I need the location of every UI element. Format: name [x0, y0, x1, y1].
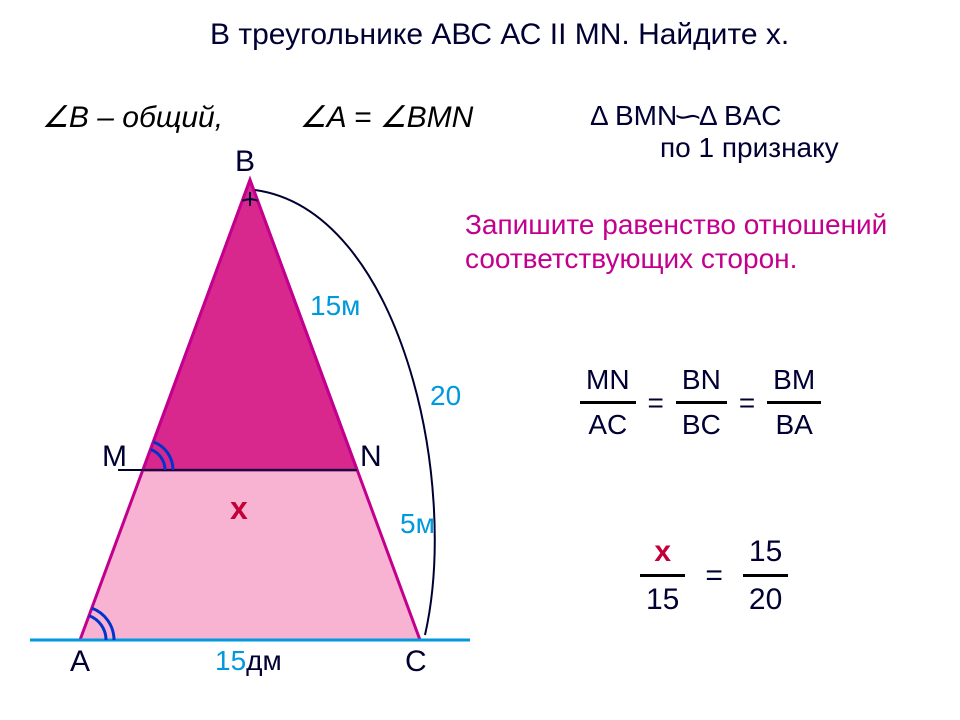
- angle-a-equals: ∠A = ∠BMN: [300, 101, 474, 134]
- label-a: A: [70, 645, 90, 679]
- solve-equation: x15 = 1520: [640, 532, 788, 619]
- label-nc-5m: 5м: [400, 508, 435, 540]
- fraction-bn-bc: BNBC: [676, 362, 727, 444]
- label-m: M: [102, 440, 127, 474]
- problem-statement: В треугольнике АВС АС II MN. Найдите х.: [210, 18, 789, 52]
- label-bn-15m: 15м: [310, 290, 360, 322]
- label-c: C: [405, 645, 427, 679]
- fraction-15-20: 1520: [743, 532, 788, 619]
- angle-b-common: ∠B – общий,: [42, 101, 223, 134]
- fraction-bm-ba: BMBA: [767, 362, 821, 444]
- given-angles: ∠B – общий, ∠A = ∠BMN: [42, 100, 473, 135]
- label-b: B: [235, 145, 255, 179]
- label-ac-15dm: 15дм: [215, 645, 282, 677]
- similarity-statement: Δ BMN∽Δ BAC: [590, 100, 782, 132]
- triangle-diagram: B A C M N 15м 5м 20 15дм x: [30, 150, 470, 680]
- ratio-equality: MNAC = BNBC = BMBA: [580, 362, 821, 444]
- fraction-mn-ac: MNAC: [580, 362, 636, 444]
- label-x: x: [230, 490, 248, 527]
- fraction-x-15: x15: [640, 532, 685, 619]
- triangle-svg: [30, 150, 470, 680]
- label-bc-20: 20: [430, 380, 461, 412]
- label-n: N: [360, 440, 382, 474]
- instruction-text: Запишите равенство отношений соответству…: [465, 208, 915, 275]
- similarity-reason: по 1 признаку: [660, 132, 839, 164]
